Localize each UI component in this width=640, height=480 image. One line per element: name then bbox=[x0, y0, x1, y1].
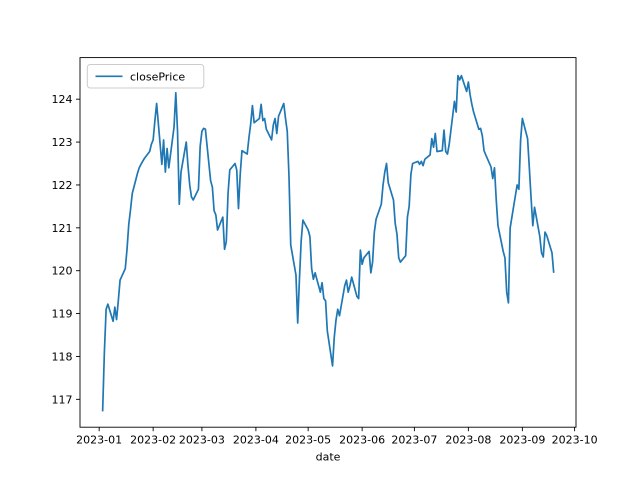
y-tick-label: 124 bbox=[52, 93, 73, 106]
x-tick-label: 2023-10 bbox=[552, 434, 598, 447]
x-tick-label: 2023-07 bbox=[391, 434, 437, 447]
y-tick-label: 122 bbox=[52, 179, 73, 192]
y-tick-label: 123 bbox=[52, 136, 73, 149]
x-tick-label: 2023-06 bbox=[339, 434, 385, 447]
y-tick-label: 121 bbox=[52, 222, 73, 235]
y-tick-label: 117 bbox=[52, 393, 73, 406]
x-tick-label: 2023-05 bbox=[285, 434, 331, 447]
legend-box bbox=[86, 64, 205, 89]
plot-frame bbox=[79, 57, 577, 428]
x-tick-label: 2023-01 bbox=[76, 434, 122, 447]
x-tick-label: 2023-08 bbox=[445, 434, 491, 447]
x-tick-label: 2023-03 bbox=[179, 434, 225, 447]
x-tick-label: 2023-04 bbox=[233, 434, 279, 447]
close-price-line bbox=[101, 74, 555, 412]
x-tick-label: 2023-09 bbox=[499, 434, 545, 447]
y-tick-label: 119 bbox=[52, 308, 73, 321]
x-tick-label: 2023-02 bbox=[130, 434, 176, 447]
y-tick-label: 118 bbox=[52, 350, 73, 363]
legend-label: closePrice bbox=[130, 70, 185, 83]
y-tick-label: 120 bbox=[52, 265, 73, 278]
x-axis-label: date bbox=[316, 451, 341, 464]
